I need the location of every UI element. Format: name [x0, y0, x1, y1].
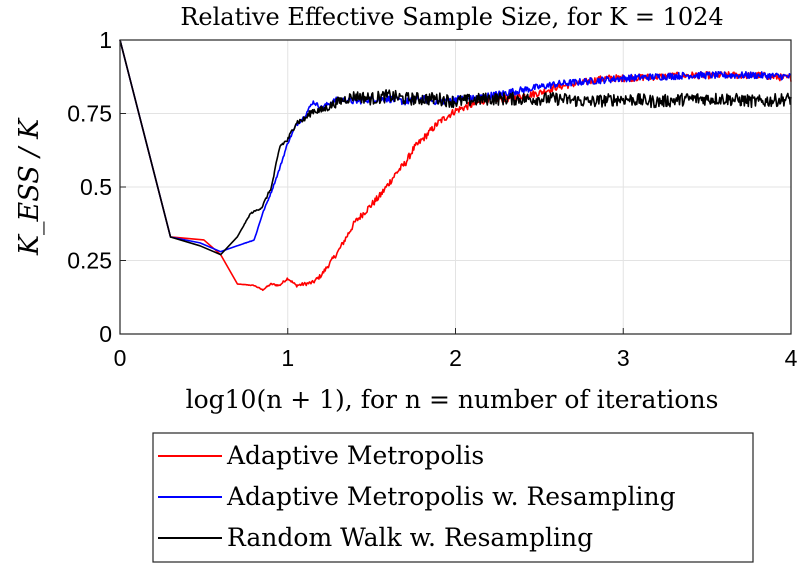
y-tick-label: 0 — [99, 321, 112, 347]
legend: Adaptive Metropolis Adaptive Metropolis w… — [152, 432, 754, 563]
series-line-3 — [119, 39, 792, 256]
y-tick-label: 0.5 — [80, 174, 112, 200]
grid-lines — [120, 40, 791, 334]
axis-ticks: 0 1 2 3 4 0 0.25 0.5 0.75 1 — [67, 27, 797, 371]
chart-title: Relative Effective Sample Size, for K = … — [180, 3, 723, 31]
y-tick-label: 1 — [99, 27, 112, 53]
x-axis-label: log10(n + 1), for n = number of iteratio… — [186, 385, 719, 414]
series-layer — [119, 39, 792, 292]
y-tick-label: 0.25 — [67, 248, 112, 274]
x-tick-label: 1 — [281, 345, 294, 371]
series-line-2 — [119, 39, 792, 253]
y-tick-label: 0.75 — [67, 101, 112, 127]
y-axis-label: K_ESS / K — [14, 117, 45, 256]
legend-label-1: Adaptive Metropolis — [226, 441, 484, 470]
x-tick-label: 2 — [449, 345, 462, 371]
x-tick-label: 4 — [785, 345, 797, 371]
legend-label-3: Random Walk w. Resampling — [227, 523, 593, 552]
x-tick-label: 3 — [617, 345, 630, 371]
x-tick-label: 0 — [114, 345, 127, 371]
legend-label-2: Adaptive Metropolis w. Resampling — [226, 482, 676, 511]
legend-box — [152, 432, 754, 563]
plot-frame — [119, 39, 792, 335]
